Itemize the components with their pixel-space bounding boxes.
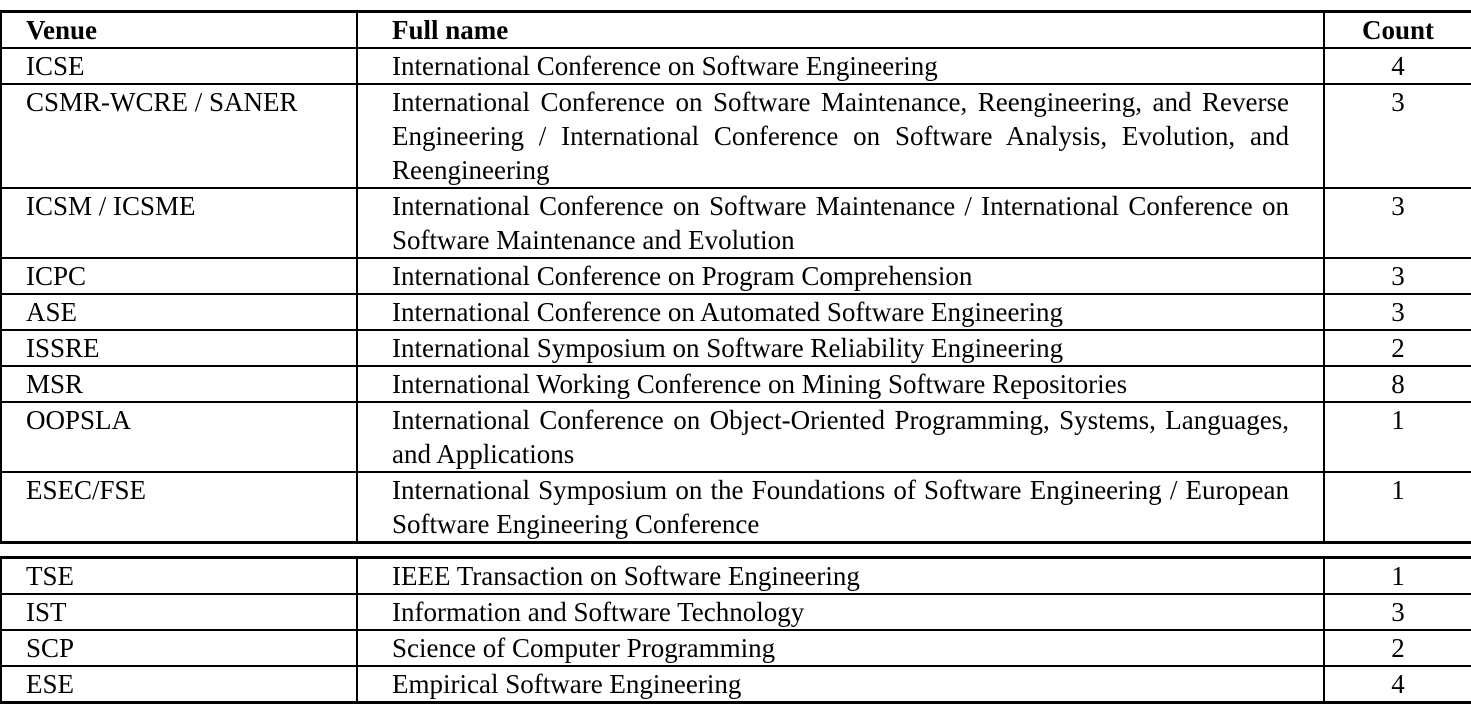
full-name-cell: International Conference on Program Comp… bbox=[356, 257, 1325, 295]
table-row: ISSRE International Symposium on Softwar… bbox=[0, 329, 1471, 367]
count-cell: 1 bbox=[1323, 471, 1471, 544]
full-name-cell: International Conference on Software Eng… bbox=[356, 47, 1325, 85]
table-row: OOPSLA International Conference on Objec… bbox=[0, 401, 1471, 473]
full-name-cell: Information and Software Technology bbox=[356, 593, 1325, 631]
table-row: SCP Science of Computer Programming 2 bbox=[0, 629, 1471, 667]
group-separator bbox=[1, 541, 1471, 559]
full-name-cell: International Conference on Software Mai… bbox=[356, 187, 1325, 259]
count-cell: 4 bbox=[1323, 47, 1471, 85]
full-name-cell: International Working Conference on Mini… bbox=[356, 365, 1325, 403]
table-row: ESEC/FSE International Symposium on the … bbox=[0, 471, 1471, 544]
count-cell: 1 bbox=[1323, 401, 1471, 473]
header-venue: Venue bbox=[0, 10, 358, 49]
count-cell: 8 bbox=[1323, 365, 1471, 403]
table-row: ICSM / ICSME International Conference on… bbox=[0, 187, 1471, 259]
count-cell: 2 bbox=[1323, 329, 1471, 367]
venue-cell: ICSM / ICSME bbox=[0, 187, 358, 259]
table-row: CSMR-WCRE / SANER International Conferen… bbox=[0, 83, 1471, 189]
count-cell: 3 bbox=[1323, 293, 1471, 331]
full-name-cell: International Conference on Software Mai… bbox=[356, 83, 1325, 189]
count-cell: 1 bbox=[1323, 556, 1471, 595]
venue-cell: SCP bbox=[0, 629, 358, 667]
header-row: Venue Full name Count bbox=[0, 10, 1471, 49]
count-cell: 3 bbox=[1323, 83, 1471, 189]
venue-cell: ESEC/FSE bbox=[0, 471, 358, 544]
full-name-cell: International Conference on Object-Orien… bbox=[356, 401, 1325, 473]
venue-cell: CSMR-WCRE / SANER bbox=[0, 83, 358, 189]
venue-cell: ICPC bbox=[0, 257, 358, 295]
full-name-cell: International Symposium on Software Reli… bbox=[356, 329, 1325, 367]
table-row: ESE Empirical Software Engineering 4 bbox=[0, 665, 1471, 704]
venue-cell: TSE bbox=[0, 556, 358, 595]
group-separator-cell bbox=[1, 541, 1471, 559]
count-cell: 3 bbox=[1323, 593, 1471, 631]
table-row: ICPC International Conference on Program… bbox=[0, 257, 1471, 295]
full-name-cell: IEEE Transaction on Software Engineering bbox=[356, 556, 1325, 595]
venue-cell: IST bbox=[0, 593, 358, 631]
count-cell: 3 bbox=[1323, 187, 1471, 259]
full-name-cell: International Conference on Automated So… bbox=[356, 293, 1325, 331]
count-cell: 3 bbox=[1323, 257, 1471, 295]
venue-cell: OOPSLA bbox=[0, 401, 358, 473]
table-row: ICSE International Conference on Softwar… bbox=[0, 47, 1471, 85]
table-row: MSR International Working Conference on … bbox=[0, 365, 1471, 403]
table-row: ASE International Conference on Automate… bbox=[0, 293, 1471, 331]
venue-cell: ISSRE bbox=[0, 329, 358, 367]
header-count: Count bbox=[1323, 10, 1471, 49]
full-name-cell: International Symposium on the Foundatio… bbox=[356, 471, 1325, 544]
count-cell: 4 bbox=[1323, 665, 1471, 704]
full-name-cell: Empirical Software Engineering bbox=[356, 665, 1325, 704]
header-full-name: Full name bbox=[356, 10, 1325, 49]
table-row: TSE IEEE Transaction on Software Enginee… bbox=[0, 556, 1471, 595]
table-row: IST Information and Software Technology … bbox=[0, 593, 1471, 631]
count-cell: 2 bbox=[1323, 629, 1471, 667]
venue-cell: ASE bbox=[0, 293, 358, 331]
venue-cell: ESE bbox=[0, 665, 358, 704]
venue-cell: MSR bbox=[0, 365, 358, 403]
full-name-cell: Science of Computer Programming bbox=[356, 629, 1325, 667]
venue-cell: ICSE bbox=[0, 47, 358, 85]
venues-table: Venue Full name Count ICSE International… bbox=[0, 10, 1471, 704]
